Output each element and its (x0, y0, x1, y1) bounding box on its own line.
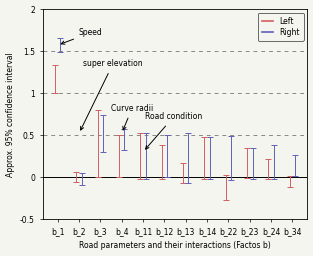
Text: super elevation: super elevation (80, 59, 143, 130)
Legend: Left, Right: Left, Right (258, 13, 304, 41)
Text: Speed: Speed (61, 28, 103, 44)
Text: Curve radii: Curve radii (111, 104, 153, 130)
X-axis label: Road parameters and their interactions (Factos b): Road parameters and their interactions (… (79, 241, 271, 250)
Y-axis label: Approx. 95% confidence interval: Approx. 95% confidence interval (6, 52, 15, 177)
Text: Road condition: Road condition (145, 112, 203, 149)
